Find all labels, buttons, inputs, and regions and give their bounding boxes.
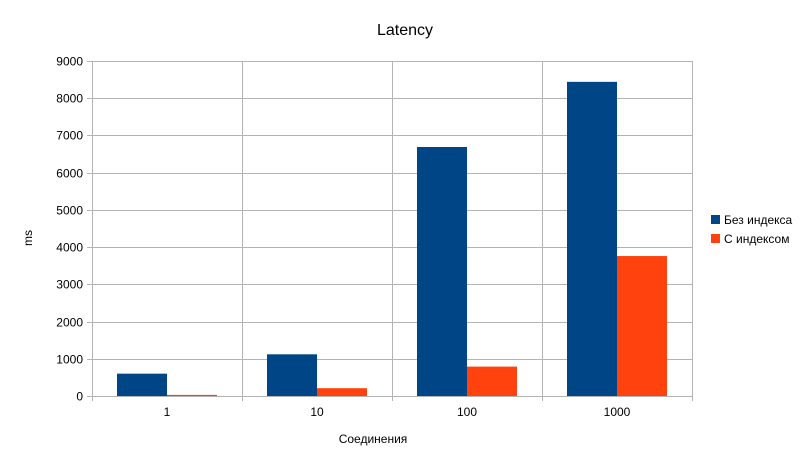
y-tick-label: 1000 [56,353,83,367]
legend-swatch [711,215,720,224]
x-tick-label: 10 [310,405,324,419]
x-tick-label: 100 [457,405,477,419]
y-tick-label: 2000 [56,316,83,330]
chart-legend: Без индекса С индексом [711,213,793,246]
chart-title: Latency [377,22,433,39]
x-tick-label: 1 [164,405,171,419]
bar [117,373,167,396]
y-tick-label: 5000 [56,204,83,218]
y-axis-label: ms [21,230,35,246]
bar [167,394,217,396]
bar [567,81,617,396]
y-tick-label: 7000 [56,129,83,143]
legend-label: С индексом [724,232,789,246]
y-axis-ticks: 0 1000 2000 3000 4000 5000 6000 7000 8000 9000 [56,55,83,404]
y-tick-label: 3000 [56,278,83,292]
bar [267,354,317,396]
y-tick-label: 6000 [56,167,83,181]
legend-swatch [711,234,720,243]
y-tick-label: 9000 [56,55,83,69]
chart-bars [117,81,667,396]
bar [417,146,467,396]
x-axis-ticks: 1 10 100 1000 [164,405,631,419]
x-axis-label: Соединения [339,432,408,446]
y-tick-label: 4000 [56,241,83,255]
bar [617,256,667,396]
bar [467,366,517,396]
y-tick-label: 0 [76,390,83,404]
x-tick-label: 1000 [604,405,631,419]
legend-label: Без индекса [724,213,793,227]
y-tick-label: 8000 [56,92,83,106]
bar [317,388,367,396]
